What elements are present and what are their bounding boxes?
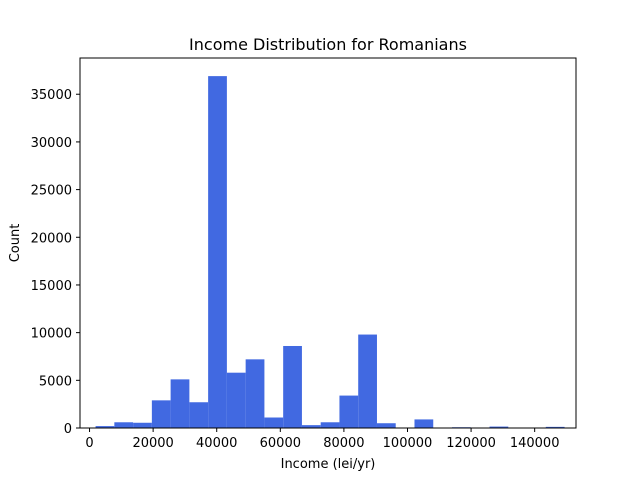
y-tick-label-6: 30000 [31, 136, 72, 151]
y-tick-label-5: 25000 [31, 184, 72, 199]
histogram-bar-10 [283, 345, 302, 428]
y-tick-label-2: 10000 [31, 327, 72, 342]
histogram-bar-12 [320, 422, 340, 428]
histogram-bar-6 [208, 76, 227, 429]
histogram-bar-8 [245, 359, 265, 428]
x-axis-ticks: 0 20000 40000 60000 80000 100000 120000 140000 [85, 428, 559, 451]
y-tick-label-7: 35000 [31, 88, 72, 103]
x-tick-label-2: 40000 [196, 436, 237, 451]
histogram-bar-11 [301, 425, 321, 428]
histogram-bar-5 [189, 402, 209, 428]
histogram-bar-13 [339, 395, 359, 428]
histogram-bar-24 [545, 426, 565, 428]
x-tick-label-0: 0 [85, 436, 93, 451]
x-tick-label-5: 100000 [383, 436, 433, 451]
histogram-bar-7 [226, 372, 246, 428]
plot-frame [79, 57, 577, 429]
x-tick-label-3: 60000 [260, 436, 301, 451]
y-tick-label-3: 15000 [31, 279, 72, 294]
histogram-bar-4 [170, 379, 190, 428]
bars-group [95, 76, 565, 429]
histogram-bar-17 [414, 419, 434, 428]
x-tick-label-1: 20000 [132, 436, 173, 451]
histogram-bar-9 [264, 417, 284, 428]
histogram-bar-1 [114, 422, 134, 428]
histogram-bar-2 [133, 422, 152, 428]
x-tick-label-4: 80000 [323, 436, 364, 451]
histogram-bar-14 [358, 334, 377, 428]
histogram-bar-3 [151, 400, 171, 428]
x-axis-label: Income (lei/yr) [281, 457, 376, 472]
y-tick-label-0: 0 [64, 422, 72, 437]
y-axis-label: Count [8, 224, 23, 263]
chart-title: Income Distribution for Romanians [189, 35, 467, 54]
y-tick-label-4: 20000 [31, 231, 72, 246]
histogram-bar-0 [95, 426, 115, 428]
x-tick-label-7: 140000 [510, 436, 560, 451]
x-tick-label-6: 120000 [446, 436, 496, 451]
y-tick-label-1: 5000 [39, 374, 72, 389]
histogram-bar-15 [376, 423, 396, 428]
histogram-bar-21 [489, 426, 509, 428]
y-axis-ticks: 0 5000 10000 15000 20000 25000 30000 35000 [31, 88, 80, 437]
